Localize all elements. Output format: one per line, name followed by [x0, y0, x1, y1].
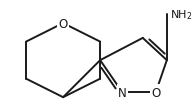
Text: NH$_2$: NH$_2$ — [170, 8, 192, 22]
Text: O: O — [151, 86, 160, 99]
Text: O: O — [58, 17, 68, 30]
Text: N: N — [118, 86, 127, 99]
